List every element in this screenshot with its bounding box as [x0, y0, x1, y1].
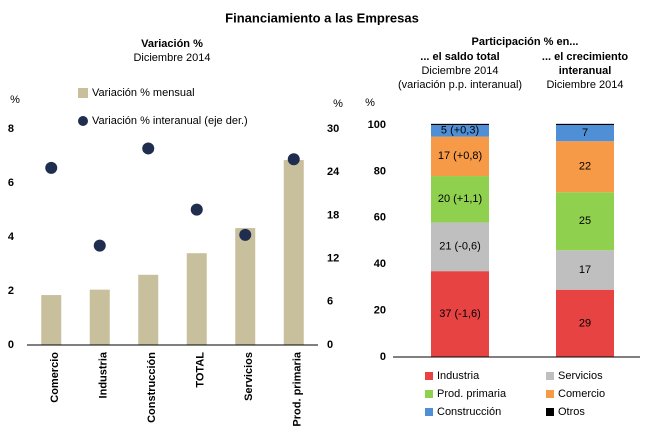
legend-swatch [78, 88, 88, 98]
bar-segment [556, 123, 614, 125]
bar-segment [431, 222, 489, 272]
bar-segment [556, 250, 614, 290]
value-label: 17 [579, 264, 591, 276]
value-label: 25 [579, 215, 591, 227]
y2-tick-label: 0 [327, 339, 333, 351]
y-tick-label: 60 [374, 212, 386, 224]
legend-label: Variación % interanual (eje der.) [92, 115, 248, 127]
y-tick-label: 6 [8, 177, 14, 189]
legend-label: Construcción [437, 406, 501, 418]
point [142, 142, 155, 155]
bar [41, 295, 62, 345]
legend-swatch [546, 408, 554, 416]
column-header-block: ... el crecimiento interanual Diciembre 2… [515, 50, 645, 92]
x-tick-label: Construcción [146, 352, 158, 423]
bar [138, 274, 159, 345]
x-tick-label: Servicios [243, 352, 255, 401]
category-note: (variación p.p. interanual) [397, 79, 523, 91]
legend-label: Comercio [558, 388, 605, 400]
y-tick-label: 40 [374, 258, 386, 270]
bar-segment [556, 125, 614, 142]
value-label: 5 (+0,3) [441, 125, 479, 137]
legend-label: Prod. primaria [437, 388, 507, 400]
y2-tick-label: 24 [327, 166, 340, 178]
x-tick-label: Comercio [49, 352, 61, 403]
bar-segment [556, 192, 614, 251]
category-note: Diciembre 2014 [421, 65, 499, 77]
y-tick-label: 8 [8, 123, 14, 135]
bar [283, 160, 304, 345]
column-header-block: ... el saldo total Diciembre 2014 (variaci… [390, 50, 530, 92]
legend-label: Servicios [558, 370, 603, 382]
y-tick-label: 0 [8, 339, 14, 351]
value-label: 29 [579, 317, 591, 329]
point [93, 239, 106, 252]
bar-segment [431, 125, 489, 137]
y-tick-label: 20 [374, 305, 386, 317]
y2-axis-label: % [333, 98, 343, 110]
bar-segment [556, 141, 614, 193]
y-tick-label: 0 [380, 351, 386, 363]
value-label: 7 [582, 127, 588, 139]
legend-swatch [425, 372, 433, 380]
chart-subtitle: Diciembre 2014 [133, 52, 210, 64]
bar [235, 228, 256, 345]
column-header: ... el crecimiento interanual Diciembre 2… [515, 50, 645, 92]
y-axis-label: % [365, 97, 375, 109]
bar-segment [556, 289, 614, 357]
y-tick-label: 2 [8, 285, 14, 297]
value-label: 22 [579, 161, 591, 173]
category-label: ... el crecimiento interanual [541, 51, 629, 77]
bar [186, 253, 207, 345]
y-tick-label: 100 [368, 119, 386, 131]
y2-tick-label: 12 [327, 253, 339, 265]
bar-segment [431, 136, 489, 177]
bar-segment [431, 123, 489, 125]
value-label: 17 (+0,8) [438, 150, 482, 162]
y-tick-label: 80 [374, 165, 386, 177]
legend-swatch [425, 408, 433, 416]
y2-tick-label: 6 [327, 296, 333, 308]
y2-tick-label: 18 [327, 209, 339, 221]
x-tick-label: Industria [98, 351, 110, 398]
legend-label: Variación % mensual [92, 87, 195, 99]
point [287, 153, 300, 166]
legend-swatch [546, 372, 554, 380]
value-label: 37 (-1,6) [439, 308, 481, 320]
x-tick-label: Prod. primaria [292, 351, 304, 426]
point [190, 203, 203, 216]
legend-swatch [78, 116, 88, 126]
x-tick-label: TOTAL [195, 352, 207, 388]
point [239, 228, 252, 241]
legend-swatch [546, 390, 554, 398]
point [45, 161, 58, 174]
category-note: Diciembre 2014 [546, 79, 624, 91]
value-label: 21 (-0,6) [439, 241, 481, 253]
category-label: ... el saldo total [420, 51, 500, 63]
y-axis-label: % [10, 94, 20, 106]
chart-title: Variación % [141, 38, 203, 50]
page-title: Financiamiento a las Empresas [225, 10, 419, 25]
chart-title: Participación % en... [472, 36, 579, 48]
bar-segment [431, 271, 489, 357]
column-header: ... el saldo total Diciembre 2014 (variaci… [390, 50, 530, 92]
value-label: 20 (+1,1) [438, 193, 482, 205]
y-tick-label: 4 [8, 231, 15, 243]
legend-label: Industria [437, 370, 480, 382]
legend-swatch [425, 390, 433, 398]
bar-segment [431, 176, 489, 223]
bar [89, 289, 110, 345]
y2-tick-label: 30 [327, 123, 339, 135]
legend-label: Otros [558, 406, 585, 418]
